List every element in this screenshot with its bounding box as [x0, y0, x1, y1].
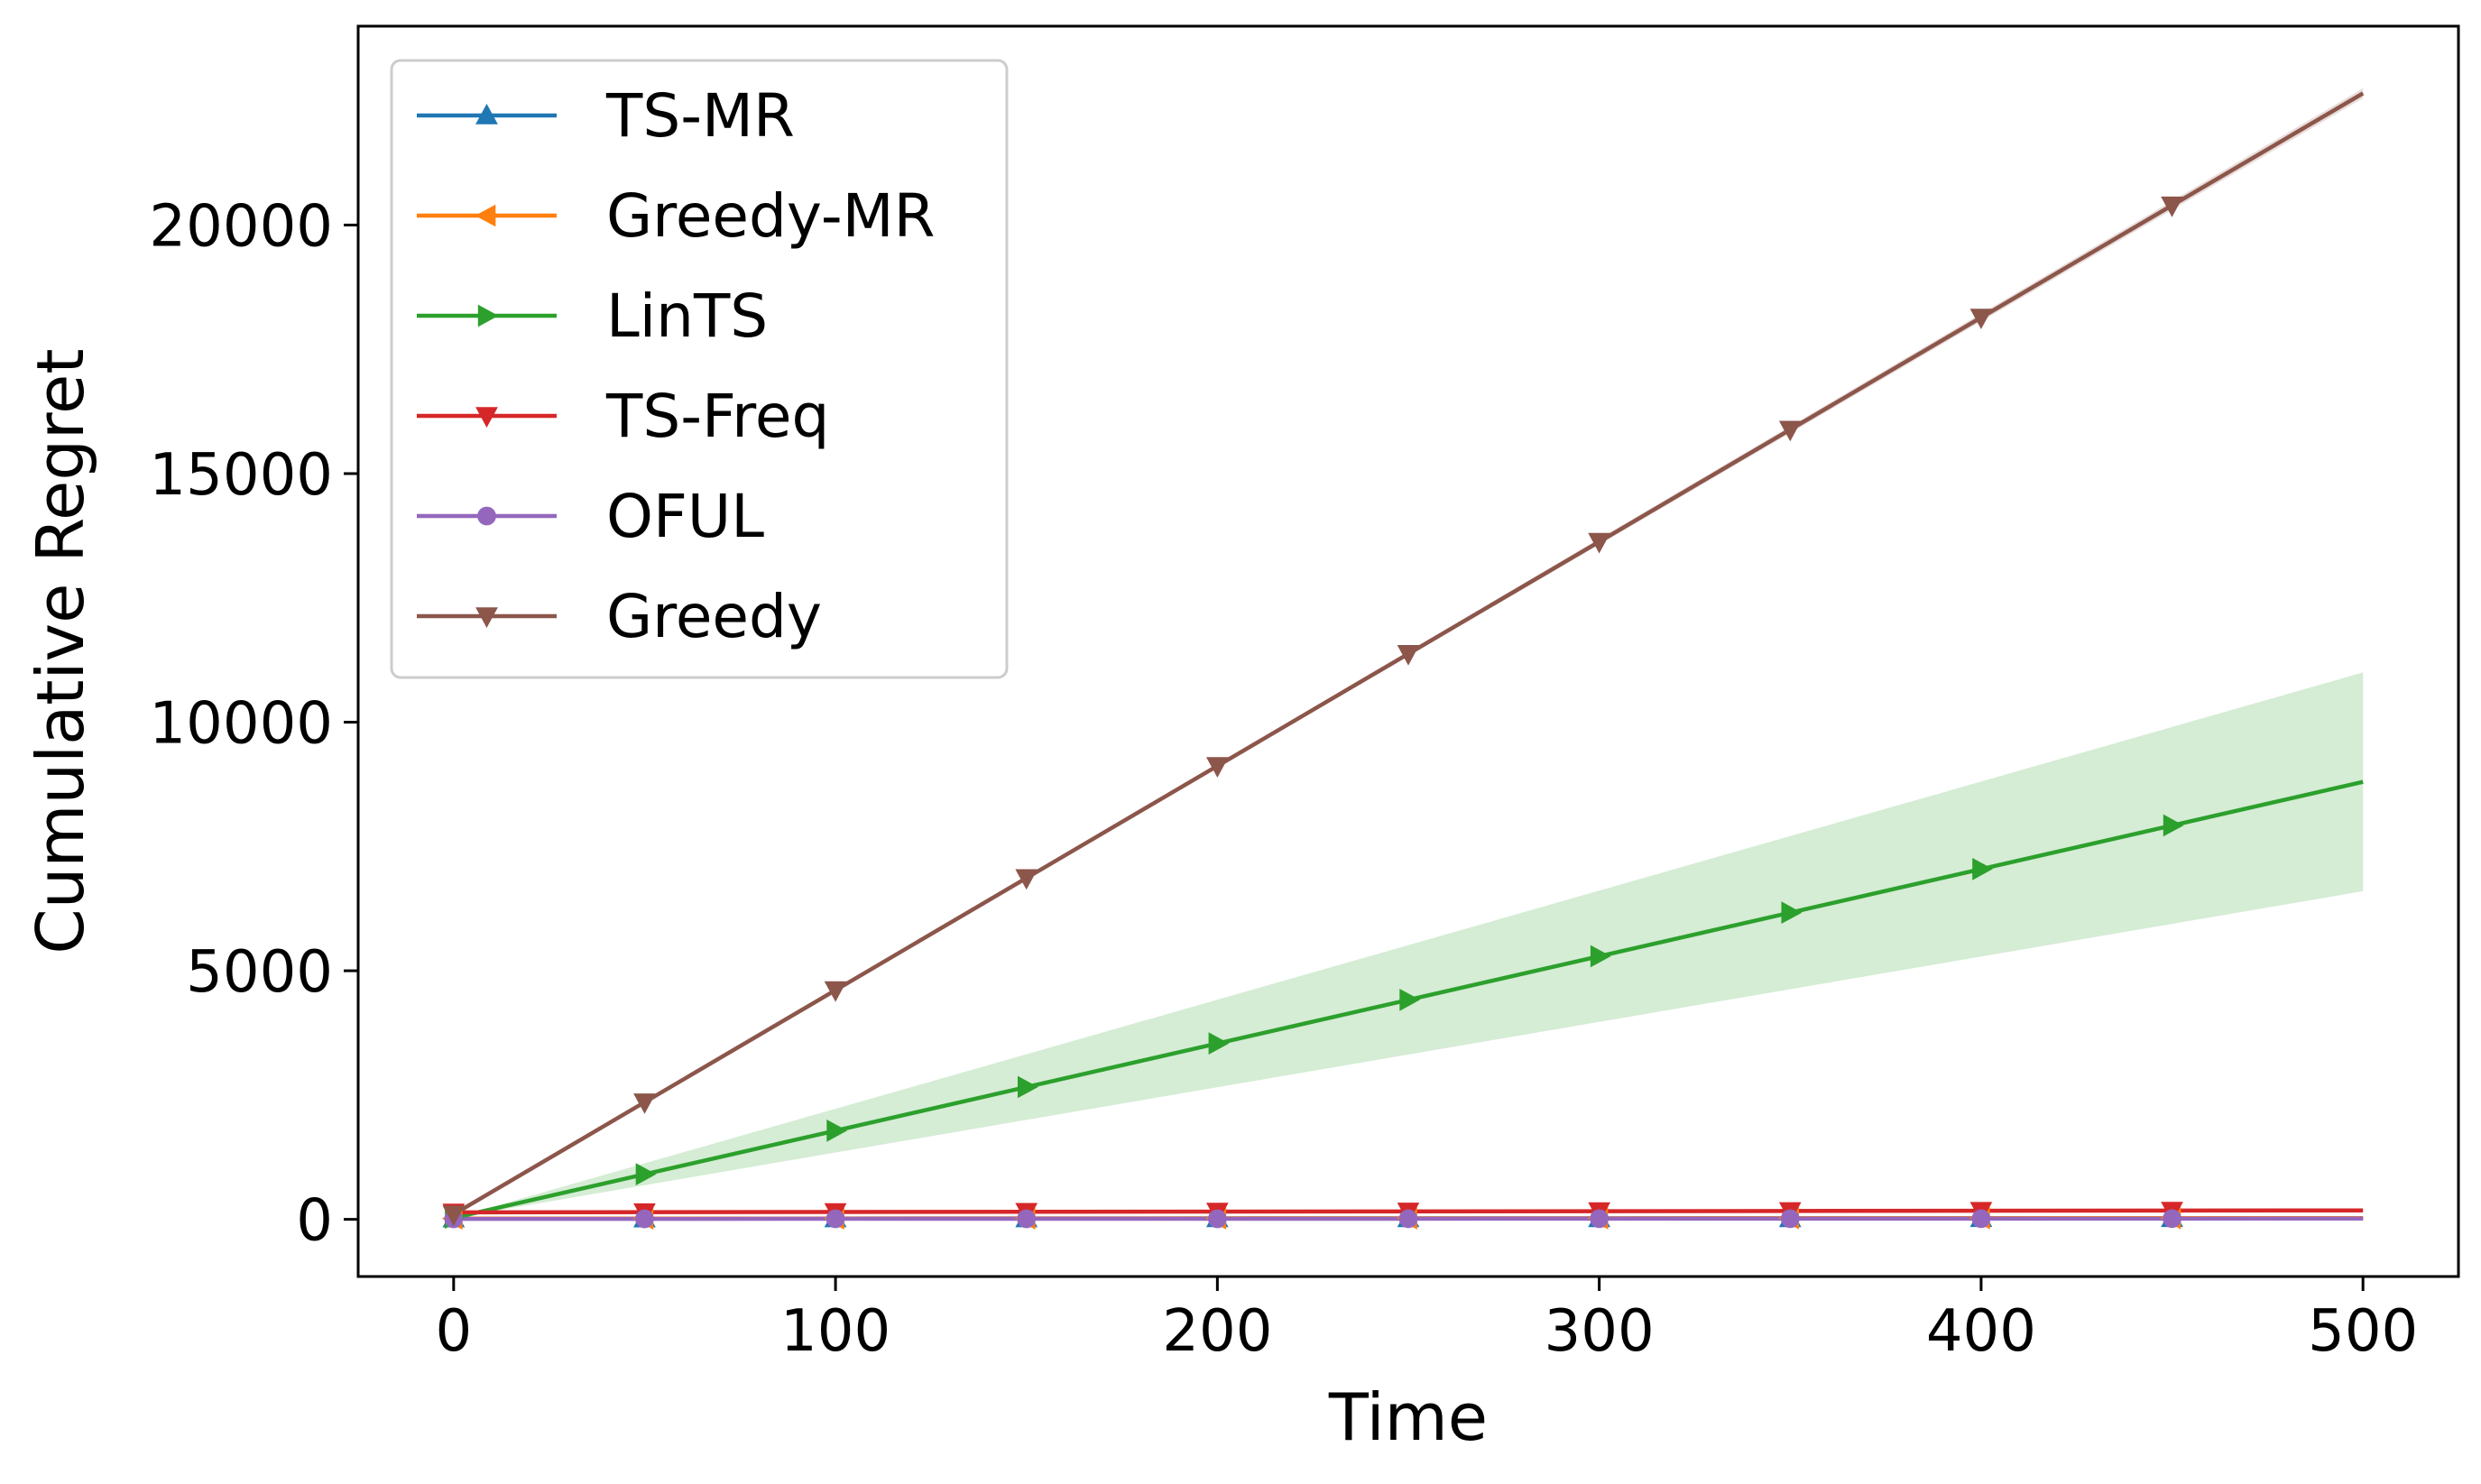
y-axis-ticks: 0 5000 10000 15000 20000 [149, 193, 358, 1255]
marker-oful [635, 1209, 654, 1229]
legend-label-oful: OFUL [606, 482, 764, 551]
marker-oful [1590, 1209, 1609, 1229]
marker-lints [1590, 945, 1611, 968]
marker-lints [826, 1120, 848, 1142]
marker-oful [1398, 1209, 1418, 1229]
marker-lints [635, 1163, 657, 1185]
marker-lints [1208, 1032, 1230, 1055]
marker-lints [1399, 989, 1420, 1011]
marker-greedy [1015, 869, 1038, 890]
marker-oful [1780, 1209, 1800, 1229]
marker-lints [1781, 901, 1803, 924]
y-tick-label: 15000 [149, 442, 333, 509]
marker-greedy [2161, 196, 2183, 217]
legend-entries: TS-MR Greedy-MR LinTS TS-Freq OFUL Greedy [417, 81, 935, 651]
marker-lints [1018, 1075, 1038, 1099]
x-tick-label: 500 [2308, 1298, 2418, 1365]
x-tick-label: 300 [1545, 1298, 1655, 1365]
x-tick-label: 100 [780, 1298, 890, 1365]
legend-marker-lints [477, 304, 499, 327]
marker-greedy [1397, 645, 1420, 666]
marker-greedy [633, 1093, 656, 1114]
marker-lints [2163, 814, 2184, 837]
legend-marker-greedy [475, 607, 498, 628]
marker-oful [1971, 1209, 1991, 1229]
plot-area-frame [356, 24, 2460, 1278]
legend-label-lints: LinTS [606, 281, 768, 351]
marker-oful [2163, 1209, 2181, 1229]
marker-greedy [1206, 757, 1229, 778]
y-axis-label: Cumulative Regret [23, 348, 98, 954]
series-markers [441, 196, 2184, 1231]
marker-greedy [824, 981, 847, 1002]
y-tick-label: 10000 [149, 691, 333, 758]
marker-oful [1017, 1209, 1037, 1229]
marker-oful [825, 1209, 845, 1229]
legend-marker-ts-freq [475, 407, 498, 428]
marker-greedy [1778, 420, 1802, 442]
marker-greedy [442, 1205, 466, 1227]
marker-greedy [1588, 532, 1610, 554]
y-tick-label: 0 [296, 1188, 333, 1255]
y-tick-label: 5000 [186, 939, 333, 1006]
marker-lints [1972, 858, 1993, 880]
legend-marker-greedy-mr [475, 204, 496, 227]
marker-greedy [1969, 309, 1993, 329]
y-tick-label: 20000 [149, 193, 333, 260]
x-axis-ticks: 0 100 200 300 400 500 [435, 1277, 2418, 1365]
legend: TS-MR Greedy-MR LinTS TS-Freq OFUL Greedy [390, 59, 1009, 679]
band-lints [453, 672, 2364, 1218]
legend-label-greedy: Greedy [606, 582, 822, 651]
legend-marker-oful [477, 506, 496, 526]
legend-marker-ts-mr [475, 104, 498, 124]
x-tick-label: 400 [1926, 1298, 2036, 1365]
x-axis-label: Time [1328, 1379, 1488, 1455]
x-tick-label: 0 [435, 1298, 472, 1365]
legend-label-ts-mr: TS-MR [605, 81, 795, 151]
marker-oful [1207, 1209, 1227, 1229]
x-tick-label: 200 [1162, 1298, 1272, 1365]
legend-label-ts-freq: TS-Freq [605, 382, 829, 451]
legend-label-greedy-mr: Greedy-MR [606, 181, 935, 251]
